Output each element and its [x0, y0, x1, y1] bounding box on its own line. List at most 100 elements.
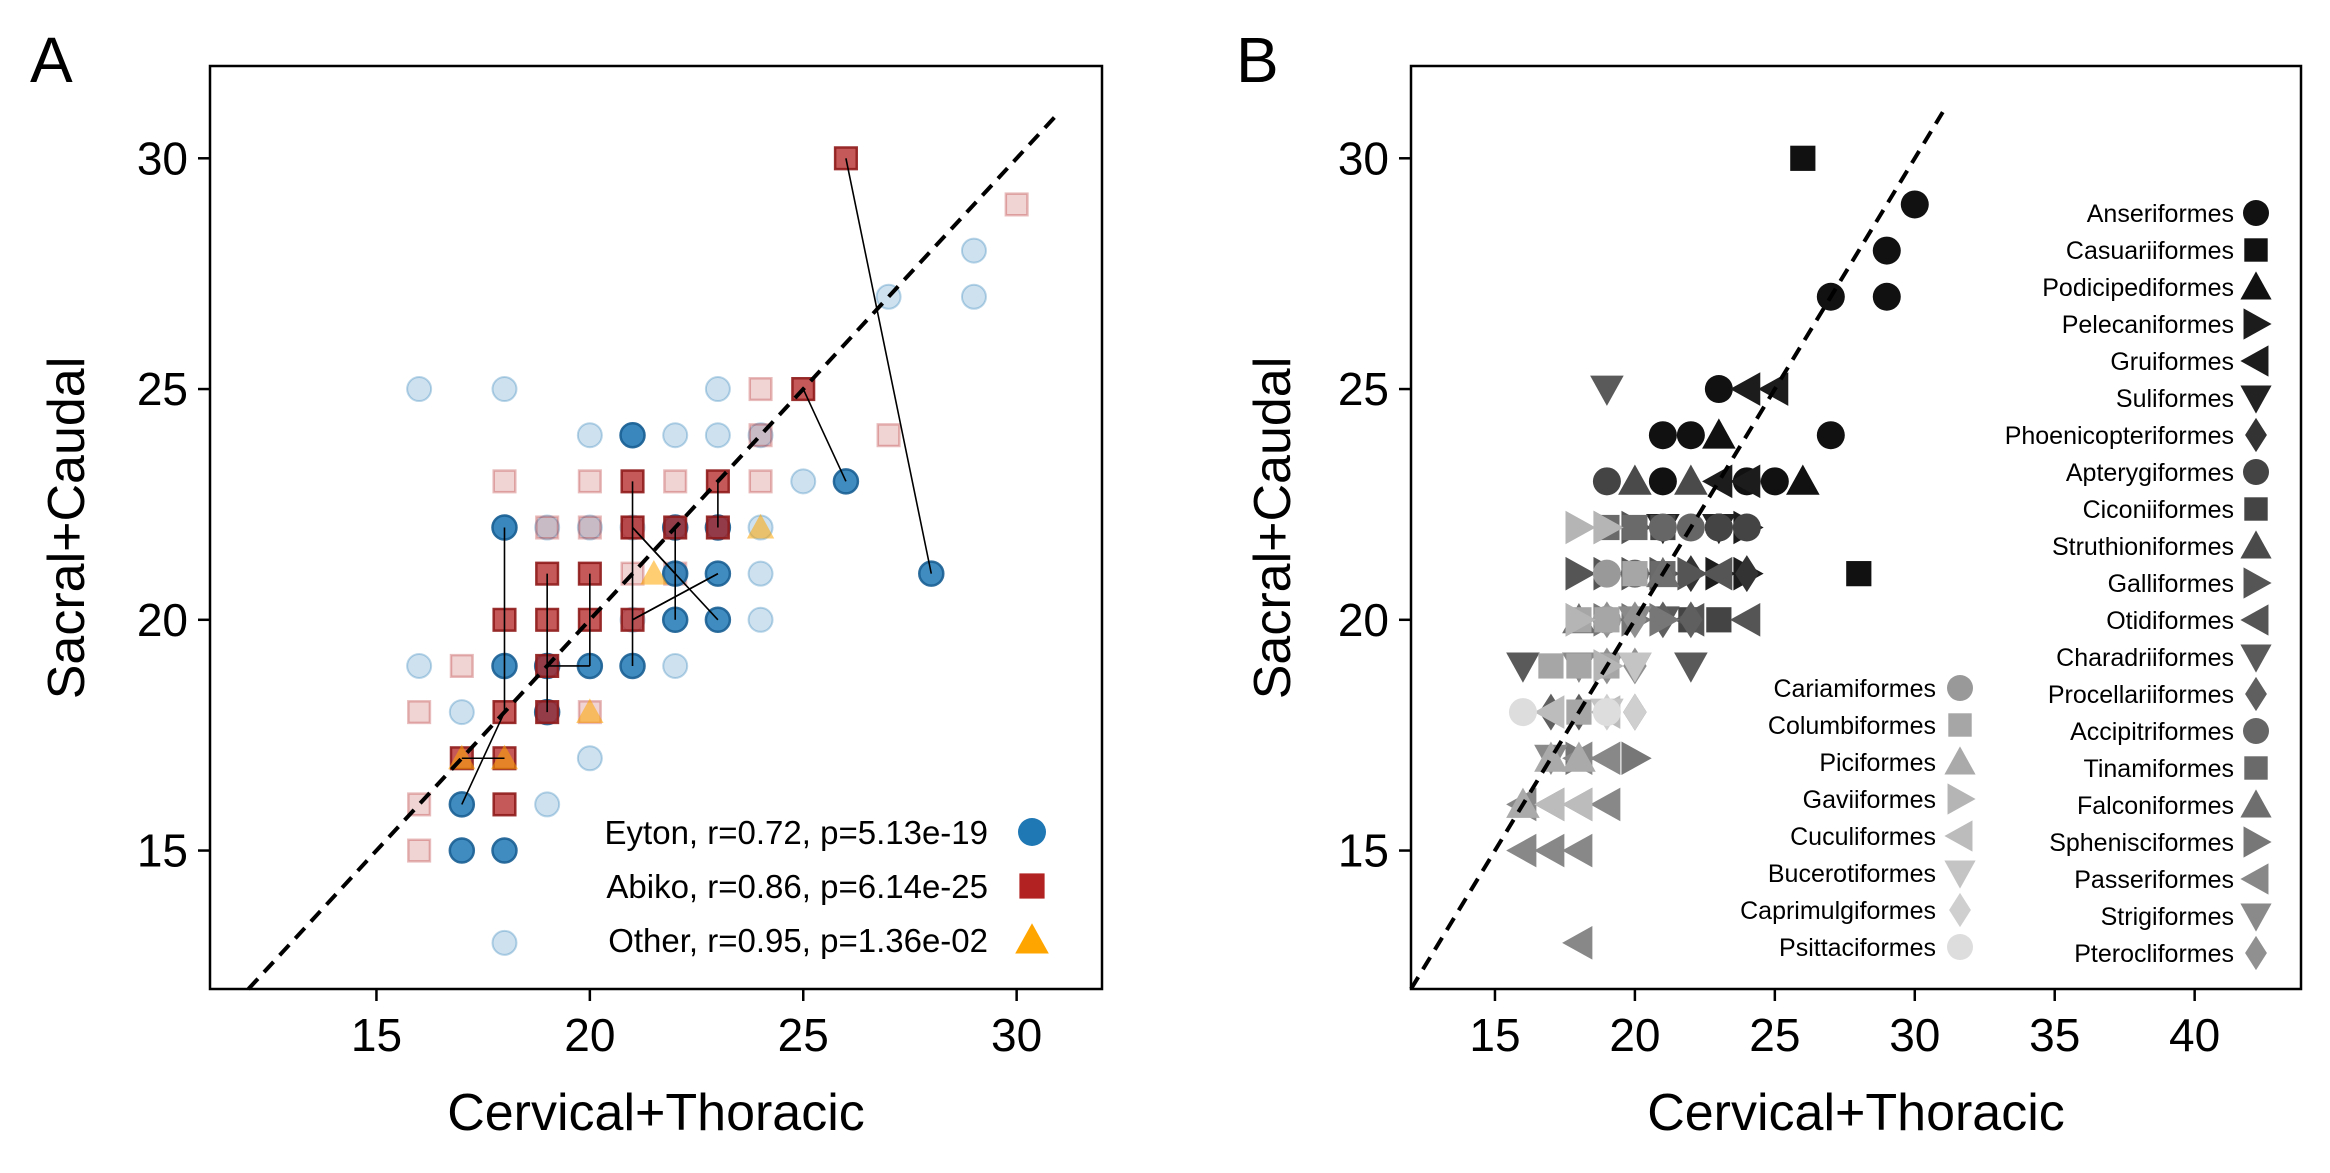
panel-b-xtick-label: 30: [1889, 1009, 1940, 1061]
order-point: [1534, 787, 1565, 822]
legend-marker: [2240, 903, 2272, 932]
panel-b-ytick-label: 25: [1338, 363, 1389, 415]
legend-label: Abiko, r=0.86, p=6.14e-25: [606, 868, 988, 905]
order-point: [1648, 513, 1677, 542]
legend-marker: [2240, 789, 2272, 818]
other-point: [640, 559, 668, 585]
eyton-point-faint: [662, 422, 689, 449]
order-point: [1676, 421, 1705, 450]
order-point: [1565, 510, 1596, 545]
eyton-point-faint: [576, 514, 603, 541]
legend-marker: [2245, 935, 2267, 971]
order-point: [1562, 926, 1593, 960]
legend-marker: [2240, 604, 2269, 636]
order-point: [1648, 467, 1677, 496]
abiko-point-faint: [577, 515, 602, 540]
eyton-point-faint: [406, 652, 433, 679]
legend-label: Tinamiformes: [2084, 755, 2235, 783]
panel-b: B 15 20 25 30 35 40 15 20 25 30 Cervical+Thoracic…: [1236, 24, 2303, 1142]
eyton-point-faint: [448, 699, 475, 726]
pair-connector: [845, 158, 933, 574]
legend-label: Pelecaniformes: [2062, 311, 2234, 339]
legend-marker: [2244, 238, 2268, 262]
other-point: [746, 513, 775, 539]
panel-b-identity-line: [1409, 111, 1945, 991]
legend-marker: [1947, 675, 1973, 701]
legend-label: Columbiformes: [1768, 712, 1936, 740]
order-point: [1562, 741, 1596, 772]
order-point: [1534, 741, 1568, 772]
order-point: [1506, 652, 1540, 683]
order-point: [1562, 787, 1593, 822]
panel-a-ytick-label: 20: [137, 594, 188, 646]
legend-marker: [2240, 530, 2272, 559]
legend-marker: [2245, 676, 2267, 712]
panel-a: A 15 20 25 30 15 20 25 30 Cervical+Thoracic Sac…: [30, 24, 1104, 1142]
order-point: [1621, 741, 1652, 776]
legend-marker: [2240, 345, 2269, 377]
panel-a-legend: Eyton, r=0.72, p=5.13e-19 Abiko, r=0.86, …: [605, 814, 1049, 959]
pair-connector: [632, 572, 719, 621]
eyton-point-faint: [704, 376, 731, 403]
panel-a-xtick-label: 15: [351, 1009, 402, 1061]
panel-b-xtick-label: 20: [1609, 1009, 1660, 1061]
panel-a-identity-line: [246, 110, 1061, 991]
eyton-point-faint: [534, 514, 561, 541]
legend-marker: [1947, 783, 1976, 815]
order-point: [1565, 556, 1596, 591]
order-point: [1900, 190, 1929, 219]
order-point: [1735, 555, 1759, 593]
legend-marker: [1947, 934, 1973, 960]
panel-b-xtick-label: 35: [2029, 1009, 2080, 1061]
legend-label: Pterocliformes: [2074, 940, 2234, 968]
pair-connector: [631, 526, 676, 575]
eyton-point-faint: [960, 283, 987, 310]
other-point: [576, 698, 604, 724]
eyton-point-faint: [747, 560, 774, 587]
legend-label: Phoenicopteriformes: [2005, 422, 2234, 450]
abiko-point-faint: [449, 653, 474, 679]
legend-label: Cariamiformes: [1773, 675, 1936, 703]
abiko-point-faint: [407, 700, 432, 725]
eyton-point-faint: [960, 237, 987, 264]
legend-label: Suliformes: [2116, 385, 2234, 413]
abiko-point-faint: [1004, 192, 1029, 217]
order-point: [1702, 418, 1736, 449]
panel-a-xtick-label: 25: [778, 1009, 829, 1061]
legend-marker: [1944, 820, 1973, 852]
legend-marker: [2245, 417, 2267, 453]
order-point: [1590, 375, 1624, 406]
order-point: [1648, 421, 1677, 450]
eyton-point-faint: [576, 422, 603, 449]
legend-marker: [1015, 923, 1049, 954]
other-point: [490, 744, 519, 770]
eyton-point-faint: [790, 468, 817, 495]
order-point: [1592, 467, 1621, 496]
panel-b-frame: [1409, 64, 2303, 991]
panel-b-letter: B: [1236, 24, 1279, 96]
legend-label: Passeriformes: [2074, 866, 2234, 894]
legend-marker: [2243, 826, 2272, 858]
eyton-point-faint: [576, 745, 603, 772]
order-point: [1872, 282, 1901, 311]
panel-b-ytick-label: 20: [1338, 594, 1389, 646]
legend-marker: [1944, 746, 1976, 775]
abiko-point: [492, 792, 517, 817]
order-point: [1760, 467, 1789, 496]
eyton-point: [619, 421, 646, 449]
panel-a-marks: [246, 110, 1061, 991]
order-point: [1562, 833, 1593, 868]
order-point: [1592, 559, 1621, 588]
panel-b-legend: Anseriformes Casuariiformes Podicipediform…: [1740, 200, 2272, 971]
order-point: [1649, 603, 1680, 637]
order-point: [1846, 561, 1872, 587]
order-point: [1872, 236, 1901, 265]
legend-marker: [2244, 497, 2268, 521]
legend-label: Cuculiformes: [1790, 823, 1936, 851]
order-point: [1590, 741, 1621, 776]
eyton-point-faint: [406, 376, 433, 403]
legend-label: Sphenisciformes: [2049, 829, 2234, 857]
legend-label: Other, r=0.95, p=1.36e-02: [608, 922, 988, 959]
eyton-point-faint: [534, 791, 561, 818]
legend-marker: [2240, 385, 2272, 414]
